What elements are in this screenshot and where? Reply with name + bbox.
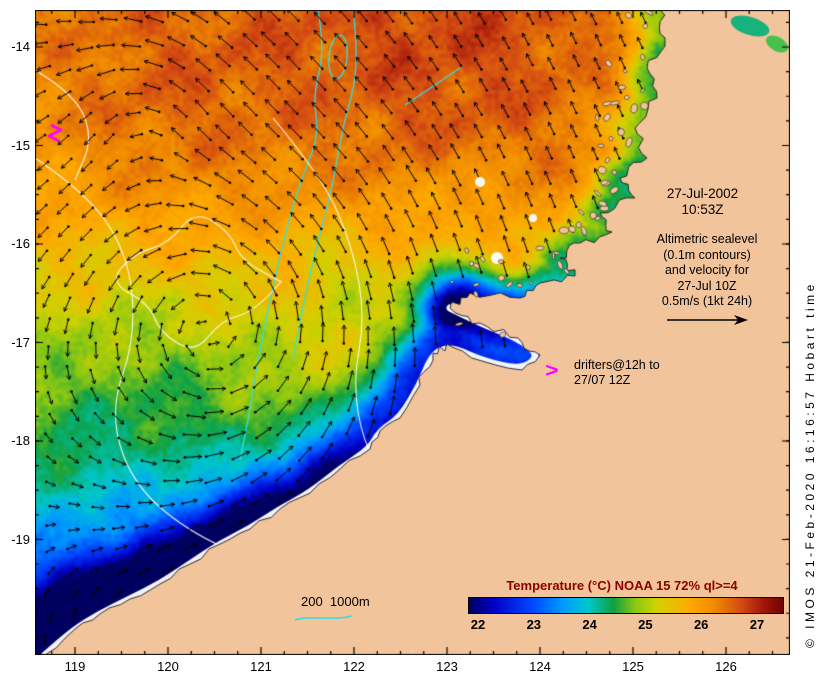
drifters-annotation: drifters@12h to 27/07 12Z [574,358,669,388]
colorbar-tick-label: 24 [582,617,597,632]
colorbar-tick-label: 26 [693,617,709,632]
lat-tick-label: -14 [11,39,30,54]
colorbar-title: Temperature (°C) NOAA 15 72% ql>=4 [506,578,738,593]
lat-tick-label: -17 [11,334,30,350]
velocity-scale-arrow-icon [645,313,769,332]
lon-tick-label: 126 [715,659,737,674]
lon-tick-label: 123 [436,659,458,674]
depth-legend-label: 200 1000m [301,594,370,609]
map-canvas [35,10,790,655]
lon-tick-label: 125 [622,659,644,674]
altimetric-line: (0.1m contours) [663,247,751,262]
colorbar-tick-label: 25 [638,617,653,632]
drifters-line: drifters@12h to [574,358,660,372]
altimetric-annotation: Altimetric sealevel (0.1m contours) and … [645,232,769,331]
lon-tick-label: 120 [157,659,179,674]
altimetric-line: 27-Jul 10Z [677,278,737,293]
copyright-text: © IMOS 21-Feb-2020 16:16:57 Hobart time [803,281,817,648]
colorbar-tick-label: 27 [749,617,765,632]
lon-tick-label: 121 [250,659,272,674]
lat-tick-label: -19 [11,531,30,547]
colorbar-tick-label: 22 [470,617,486,632]
date-text: 27-Jul-2002 [666,186,739,201]
datetime-annotation: 27-Jul-2002 10:53Z [650,186,755,218]
depth-contour-sample-icon [293,610,355,628]
drifter-direction-icon: > [545,360,559,382]
drifters-line: 27/07 12Z [574,373,631,387]
lat-tick-label: -15 [11,137,30,153]
lon-tick-label: 122 [343,659,365,674]
altimetric-line: and velocity for [664,263,750,277]
lon-tick-label: 124 [529,659,551,674]
colorbar-tick-label: 23 [526,617,542,632]
time-text: 10:53Z [681,202,724,217]
lat-tick-label: -18 [11,433,30,448]
altimetric-line: Altimetric sealevel [656,232,758,246]
altimetric-line: 0.5m/s (1kt 24h) [661,294,753,308]
colorbar-gradient [468,597,784,614]
lon-tick-label: 119 [64,659,86,674]
lat-tick-label: -16 [11,236,30,251]
